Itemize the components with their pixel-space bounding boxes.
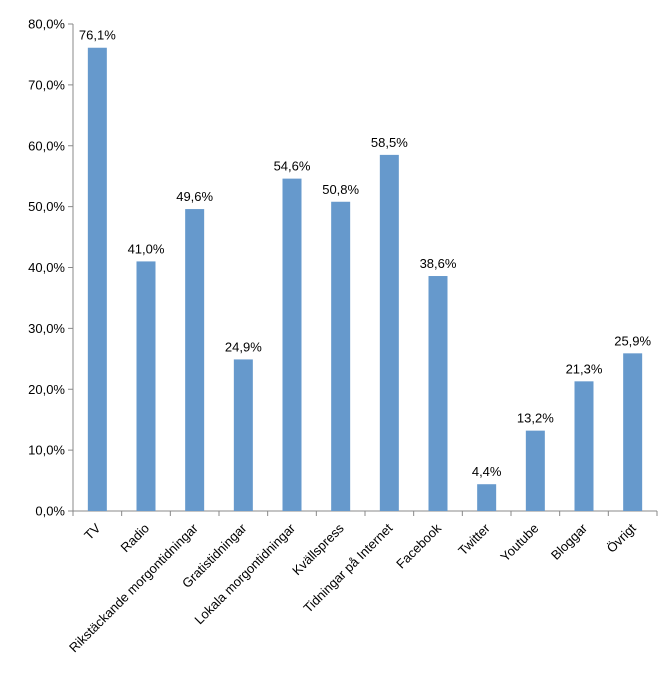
data-label: 24,9% [225, 339, 262, 354]
data-label: 4,4% [472, 464, 502, 479]
category-label: Övrigt [604, 520, 639, 555]
y-tick-label: 60,0% [28, 138, 65, 153]
data-label: 38,6% [420, 256, 457, 271]
data-label: 25,9% [614, 333, 651, 348]
category-label: Bloggar [548, 520, 591, 563]
category-label: Tidningar på Internet [300, 520, 395, 615]
bar [87, 47, 107, 512]
bar [331, 201, 351, 511]
data-label: 54,6% [274, 159, 311, 174]
category-label: Twitter [455, 520, 493, 558]
y-axis: 0,0% 10,0% 20,0% 30,0% 40,0% 50,0% 60,0% 70,0% 8… [28, 17, 74, 519]
bar [623, 353, 643, 511]
data-label: 13,2% [517, 411, 554, 426]
category-label: TV [81, 520, 104, 543]
category-label: Youtube [497, 521, 541, 565]
x-axis [72, 510, 658, 516]
y-tick-label: 0,0% [35, 504, 65, 519]
y-tick-label: 50,0% [28, 199, 65, 214]
data-label: 76,1% [79, 28, 116, 43]
bar [136, 261, 156, 511]
bar [428, 276, 448, 511]
bar [574, 381, 594, 511]
y-tick-label: 40,0% [28, 260, 65, 275]
y-tick-label: 10,0% [28, 443, 65, 458]
bar [185, 209, 205, 511]
bars [87, 47, 643, 512]
data-label: 50,8% [322, 182, 359, 197]
bar [379, 154, 399, 511]
y-tick-label: 20,0% [28, 382, 65, 397]
category-label: Facebook [393, 520, 444, 571]
y-tick-label: 80,0% [28, 17, 65, 32]
category-label: Lokala morgontidningar [191, 520, 298, 627]
bar [233, 359, 253, 511]
bar [282, 178, 302, 511]
data-label: 49,6% [176, 189, 213, 204]
data-label: 58,5% [371, 135, 408, 150]
bar [477, 484, 497, 511]
data-label: 21,3% [566, 361, 603, 376]
data-labels: 76,1% 41,0% 49,6% 24,9% 54,6% 50,8% 58,5% 38,6%… [79, 28, 652, 479]
data-label: 41,0% [128, 241, 165, 256]
bar [525, 430, 545, 511]
y-tick-label: 70,0% [28, 77, 65, 92]
y-tick-label: 30,0% [28, 321, 65, 336]
category-label: Radio [117, 521, 152, 556]
